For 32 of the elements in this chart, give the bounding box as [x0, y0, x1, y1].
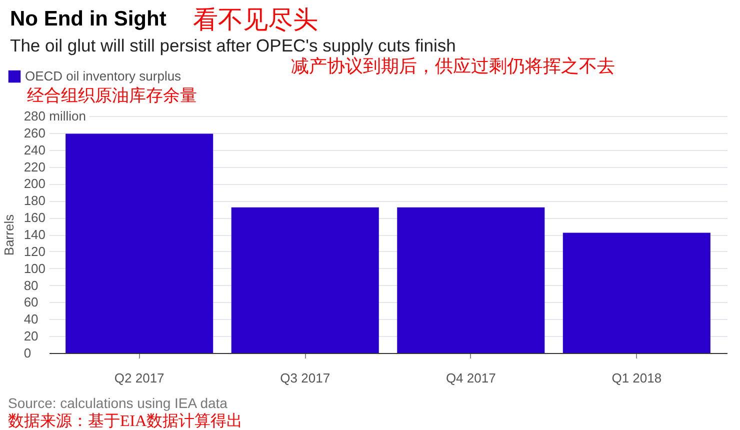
y-tick-label: 140 [24, 227, 46, 242]
x-tick-label: Q1 2018 [612, 370, 662, 386]
chart-subtitle: The oil glut will still persist after OPEC's supply cuts finish [10, 36, 456, 56]
y-tick-label: 40 [24, 312, 38, 327]
bar [562, 232, 710, 353]
y-tick-label: 220 [24, 159, 46, 174]
y-axis-title: Barrels [2, 214, 16, 256]
source-note: 数据来源：基于EIA数据计算得出 [8, 412, 243, 430]
text: 看不见尽头 [193, 7, 318, 34]
y-tick-label: 180 [24, 193, 46, 208]
bar [231, 207, 379, 353]
y-tick-label: 0 [24, 346, 32, 360]
y-tick-label: 120 [24, 244, 46, 259]
y-tick-label: 240 [24, 142, 46, 158]
text: 减产协议到期后，供应过剩仍将挥之不去 [291, 56, 615, 76]
y-tick-label: 100 [24, 260, 46, 276]
y-tick-label: 160 [24, 210, 46, 226]
y-tick-label: 260 [24, 125, 46, 140]
chart-title: No End in Sight [10, 8, 166, 30]
bar [66, 134, 214, 353]
y-tick-label: 60 [24, 294, 38, 310]
y-tick-label: 200 [24, 176, 46, 192]
y-tick-label: 280 million [24, 108, 86, 124]
legend-label: OECD oil inventory surplus [25, 68, 182, 84]
x-tick-label: Q4 2017 [446, 370, 496, 386]
x-tick-label: Q3 2017 [280, 370, 330, 386]
text: 经合组织原油库存余量 [27, 86, 197, 105]
y-tick-label: 80 [24, 278, 38, 293]
source-note: Source: calculations using IEA data [8, 395, 228, 411]
x-tick-label: Q2 2017 [114, 370, 164, 386]
bar [397, 207, 545, 353]
y-tick-label: 20 [24, 328, 38, 344]
